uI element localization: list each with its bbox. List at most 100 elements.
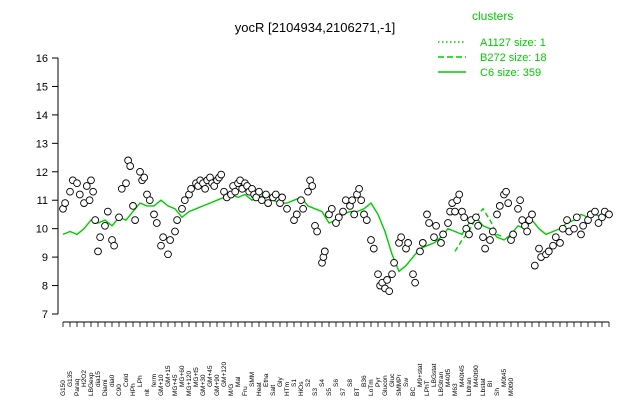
x-tick-label: GM+120	[221, 362, 228, 387]
data-point	[558, 224, 567, 233]
x-tick-label: HiOs	[298, 381, 305, 396]
x-tick-label: BT	[354, 388, 361, 396]
data-point	[96, 233, 104, 242]
x-tick-label: Glucon	[382, 375, 389, 396]
data-point	[418, 239, 427, 247]
data-point	[577, 230, 585, 239]
x-tick-label: MG+120	[186, 371, 193, 396]
data-point	[334, 213, 343, 222]
data-point	[91, 216, 100, 224]
data-point	[201, 184, 209, 193]
x-tick-label: G150	[60, 380, 67, 396]
data-point	[292, 210, 301, 219]
x-tick-label: SMMPr	[396, 374, 403, 397]
data-point	[556, 239, 564, 247]
data-point	[481, 244, 489, 253]
chart-title: yocR [2104934,2106271,-1]	[235, 20, 395, 35]
data-point	[472, 213, 480, 222]
data-point	[61, 199, 69, 207]
data-point	[523, 227, 531, 236]
x-tick-label: Gluc	[389, 373, 396, 387]
data-point	[164, 250, 172, 259]
x-tick-label: GM+90	[214, 374, 221, 396]
data-point	[159, 233, 167, 242]
legend-label: A1127 size: 1	[480, 37, 546, 49]
data-point	[166, 236, 174, 244]
x-tick-label: LPh	[137, 375, 144, 387]
x-tick-label: Sh	[494, 388, 501, 396]
data-point	[563, 216, 571, 224]
data-point	[423, 210, 431, 219]
data-point	[605, 210, 613, 219]
data-point	[530, 261, 539, 270]
data-point	[474, 221, 482, 230]
data-point	[178, 204, 186, 213]
data-point	[495, 202, 504, 210]
data-point	[82, 182, 91, 190]
x-tick-label: S3	[312, 388, 319, 396]
x-tick-label: Pyr	[375, 376, 382, 387]
x-tick-label: M0t45	[501, 369, 508, 387]
y-tick-label: 16	[36, 53, 48, 65]
data-point	[504, 199, 513, 207]
data-point	[320, 247, 329, 256]
data-point	[122, 179, 130, 188]
data-point	[409, 270, 417, 279]
data-point	[502, 187, 510, 196]
data-point	[493, 210, 501, 219]
data-point	[173, 216, 181, 224]
data-point	[103, 207, 112, 216]
x-tick-label: MG+45	[172, 374, 179, 396]
x-tick-label: GM+10	[158, 374, 165, 396]
axes: 7 8 9 10 11 12 13 14 15 16 G150 Paraq LBGexp Diami C90…	[36, 53, 610, 397]
data-point	[180, 196, 189, 205]
legend-label: C6 size: 359	[480, 67, 541, 79]
data-point	[283, 204, 291, 213]
x-tick-label: Mal	[235, 376, 242, 387]
data-point	[187, 184, 195, 193]
y-tick-label: 7	[42, 309, 48, 321]
x-tick-label: S1	[291, 379, 298, 387]
data-point	[327, 204, 336, 213]
data-point	[514, 204, 522, 213]
data-point	[129, 202, 137, 210]
y-tick-label: 8	[42, 281, 48, 293]
data-point	[73, 179, 81, 188]
data-point	[516, 196, 524, 205]
data-point	[278, 193, 286, 202]
data-point	[171, 227, 179, 236]
data-point	[126, 162, 135, 170]
data-point	[152, 219, 161, 227]
x-tick-label: M63	[452, 383, 459, 396]
data-point	[465, 230, 473, 239]
x-tick-label: B36	[361, 375, 368, 387]
data-point	[94, 247, 102, 256]
x-tick-label: nit	[144, 389, 151, 396]
data-point	[388, 270, 396, 279]
data-point	[594, 219, 603, 227]
data-point	[150, 210, 158, 219]
x-tick-label: M/G	[228, 384, 235, 396]
y-tick-label: 14	[36, 110, 48, 122]
data-point	[308, 182, 317, 190]
data-point	[385, 287, 394, 296]
y-tick-label: 13	[36, 138, 48, 150]
data-point	[528, 210, 536, 219]
x-tick-label: HPh	[130, 383, 137, 396]
x-tick-label: LoTm	[368, 379, 375, 396]
x-tick-label: LPhT	[424, 380, 431, 396]
data-point	[369, 244, 378, 253]
x-tick-label: S6	[333, 379, 340, 387]
data-point	[437, 239, 445, 247]
data-point	[313, 227, 321, 236]
x-tick-label: M9+stat	[417, 364, 424, 387]
x-tick-label: Sw	[403, 378, 410, 387]
x-tick-label: Gly	[277, 377, 284, 388]
x-tick-label: GM+30	[200, 374, 207, 396]
x-tick-label: ferm	[151, 374, 158, 387]
x-tick-label: GM+15	[165, 365, 172, 387]
data-point	[367, 236, 375, 244]
data-point	[549, 241, 557, 250]
x-tick-label: H2O2	[81, 370, 88, 387]
data-point	[430, 233, 438, 242]
